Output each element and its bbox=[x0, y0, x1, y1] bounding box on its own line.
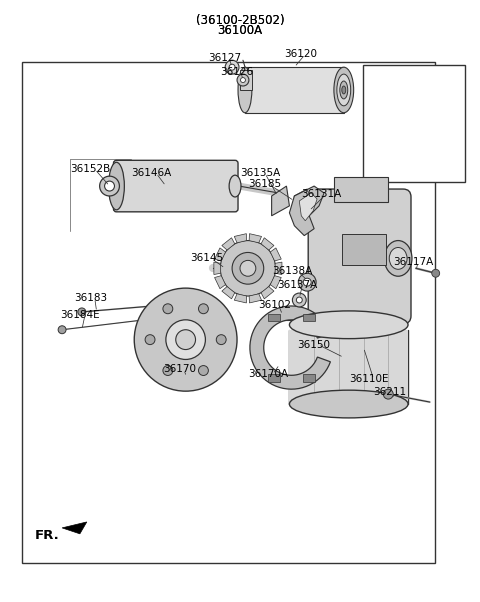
Circle shape bbox=[292, 293, 306, 307]
Circle shape bbox=[240, 78, 245, 82]
Polygon shape bbox=[275, 262, 282, 275]
Circle shape bbox=[163, 365, 173, 376]
Circle shape bbox=[105, 181, 114, 191]
Polygon shape bbox=[294, 189, 309, 211]
FancyBboxPatch shape bbox=[303, 374, 314, 382]
Circle shape bbox=[176, 330, 195, 350]
Circle shape bbox=[163, 304, 173, 314]
Ellipse shape bbox=[289, 311, 408, 339]
Text: 36138A: 36138A bbox=[273, 266, 313, 276]
Polygon shape bbox=[215, 276, 226, 289]
Circle shape bbox=[384, 389, 393, 399]
Circle shape bbox=[225, 60, 239, 74]
Polygon shape bbox=[270, 248, 281, 261]
Polygon shape bbox=[214, 262, 221, 275]
Ellipse shape bbox=[340, 81, 348, 99]
Ellipse shape bbox=[342, 86, 346, 94]
Circle shape bbox=[240, 261, 256, 276]
Text: 36170A: 36170A bbox=[248, 369, 288, 379]
Bar bbox=[240, 70, 252, 90]
Text: 36126: 36126 bbox=[220, 67, 253, 77]
Circle shape bbox=[237, 74, 249, 86]
FancyBboxPatch shape bbox=[268, 314, 280, 321]
Text: 36135A: 36135A bbox=[240, 168, 280, 178]
Polygon shape bbox=[261, 287, 274, 299]
Text: 36110E: 36110E bbox=[349, 374, 388, 384]
Text: FR.: FR. bbox=[35, 529, 59, 542]
FancyBboxPatch shape bbox=[268, 374, 280, 382]
FancyBboxPatch shape bbox=[303, 314, 314, 321]
Circle shape bbox=[229, 64, 235, 70]
Polygon shape bbox=[249, 234, 262, 243]
Text: 36102: 36102 bbox=[258, 300, 291, 310]
Bar bbox=[245, 67, 344, 113]
Text: 36117A: 36117A bbox=[393, 258, 433, 267]
Ellipse shape bbox=[384, 241, 412, 276]
Polygon shape bbox=[270, 276, 281, 289]
Circle shape bbox=[220, 241, 276, 296]
FancyBboxPatch shape bbox=[308, 189, 411, 324]
Text: 36211: 36211 bbox=[373, 387, 407, 397]
Polygon shape bbox=[250, 306, 330, 389]
Circle shape bbox=[298, 273, 316, 291]
Polygon shape bbox=[272, 186, 289, 216]
Polygon shape bbox=[222, 238, 235, 250]
Text: (36100-2B502): (36100-2B502) bbox=[196, 14, 284, 27]
Text: 36145: 36145 bbox=[191, 253, 224, 264]
Polygon shape bbox=[289, 186, 324, 235]
Polygon shape bbox=[261, 238, 274, 250]
Ellipse shape bbox=[289, 390, 408, 418]
Bar bbox=[342, 234, 386, 265]
Polygon shape bbox=[222, 287, 235, 299]
Text: 36170: 36170 bbox=[163, 364, 196, 374]
FancyBboxPatch shape bbox=[113, 160, 238, 212]
Ellipse shape bbox=[108, 163, 124, 210]
Polygon shape bbox=[62, 522, 87, 534]
Circle shape bbox=[58, 326, 66, 334]
Ellipse shape bbox=[389, 247, 407, 269]
Bar bbox=[22, 63, 434, 563]
Polygon shape bbox=[289, 330, 408, 404]
Text: 36183: 36183 bbox=[74, 293, 107, 303]
Text: 36184E: 36184E bbox=[60, 310, 100, 320]
Text: 36120: 36120 bbox=[285, 49, 317, 60]
Ellipse shape bbox=[334, 67, 354, 113]
Polygon shape bbox=[234, 294, 247, 303]
Circle shape bbox=[78, 308, 86, 316]
Polygon shape bbox=[234, 234, 247, 243]
Text: 36100A: 36100A bbox=[217, 24, 263, 37]
Text: 36131A: 36131A bbox=[301, 189, 342, 199]
Circle shape bbox=[303, 278, 311, 286]
Polygon shape bbox=[215, 248, 226, 261]
Circle shape bbox=[432, 269, 440, 278]
Polygon shape bbox=[249, 294, 262, 303]
Text: 36100A: 36100A bbox=[217, 24, 263, 37]
Circle shape bbox=[232, 252, 264, 284]
Text: 36146A: 36146A bbox=[131, 168, 171, 178]
Circle shape bbox=[166, 320, 205, 359]
Polygon shape bbox=[300, 193, 317, 221]
Ellipse shape bbox=[229, 175, 241, 197]
Circle shape bbox=[199, 304, 208, 314]
Ellipse shape bbox=[238, 67, 252, 113]
Circle shape bbox=[134, 288, 237, 391]
Text: 36127: 36127 bbox=[208, 53, 241, 63]
Bar bbox=[334, 177, 388, 202]
Bar bbox=[363, 66, 466, 182]
Text: 36152B: 36152B bbox=[70, 164, 110, 174]
Circle shape bbox=[145, 335, 155, 344]
Circle shape bbox=[199, 365, 208, 376]
Text: (36100-2B502): (36100-2B502) bbox=[196, 14, 284, 27]
Text: 36137A: 36137A bbox=[277, 280, 318, 290]
Circle shape bbox=[100, 176, 120, 196]
Circle shape bbox=[296, 297, 302, 303]
Text: 36150: 36150 bbox=[297, 340, 330, 350]
Ellipse shape bbox=[337, 74, 351, 106]
Text: 36185: 36185 bbox=[248, 179, 281, 189]
Circle shape bbox=[216, 335, 226, 344]
